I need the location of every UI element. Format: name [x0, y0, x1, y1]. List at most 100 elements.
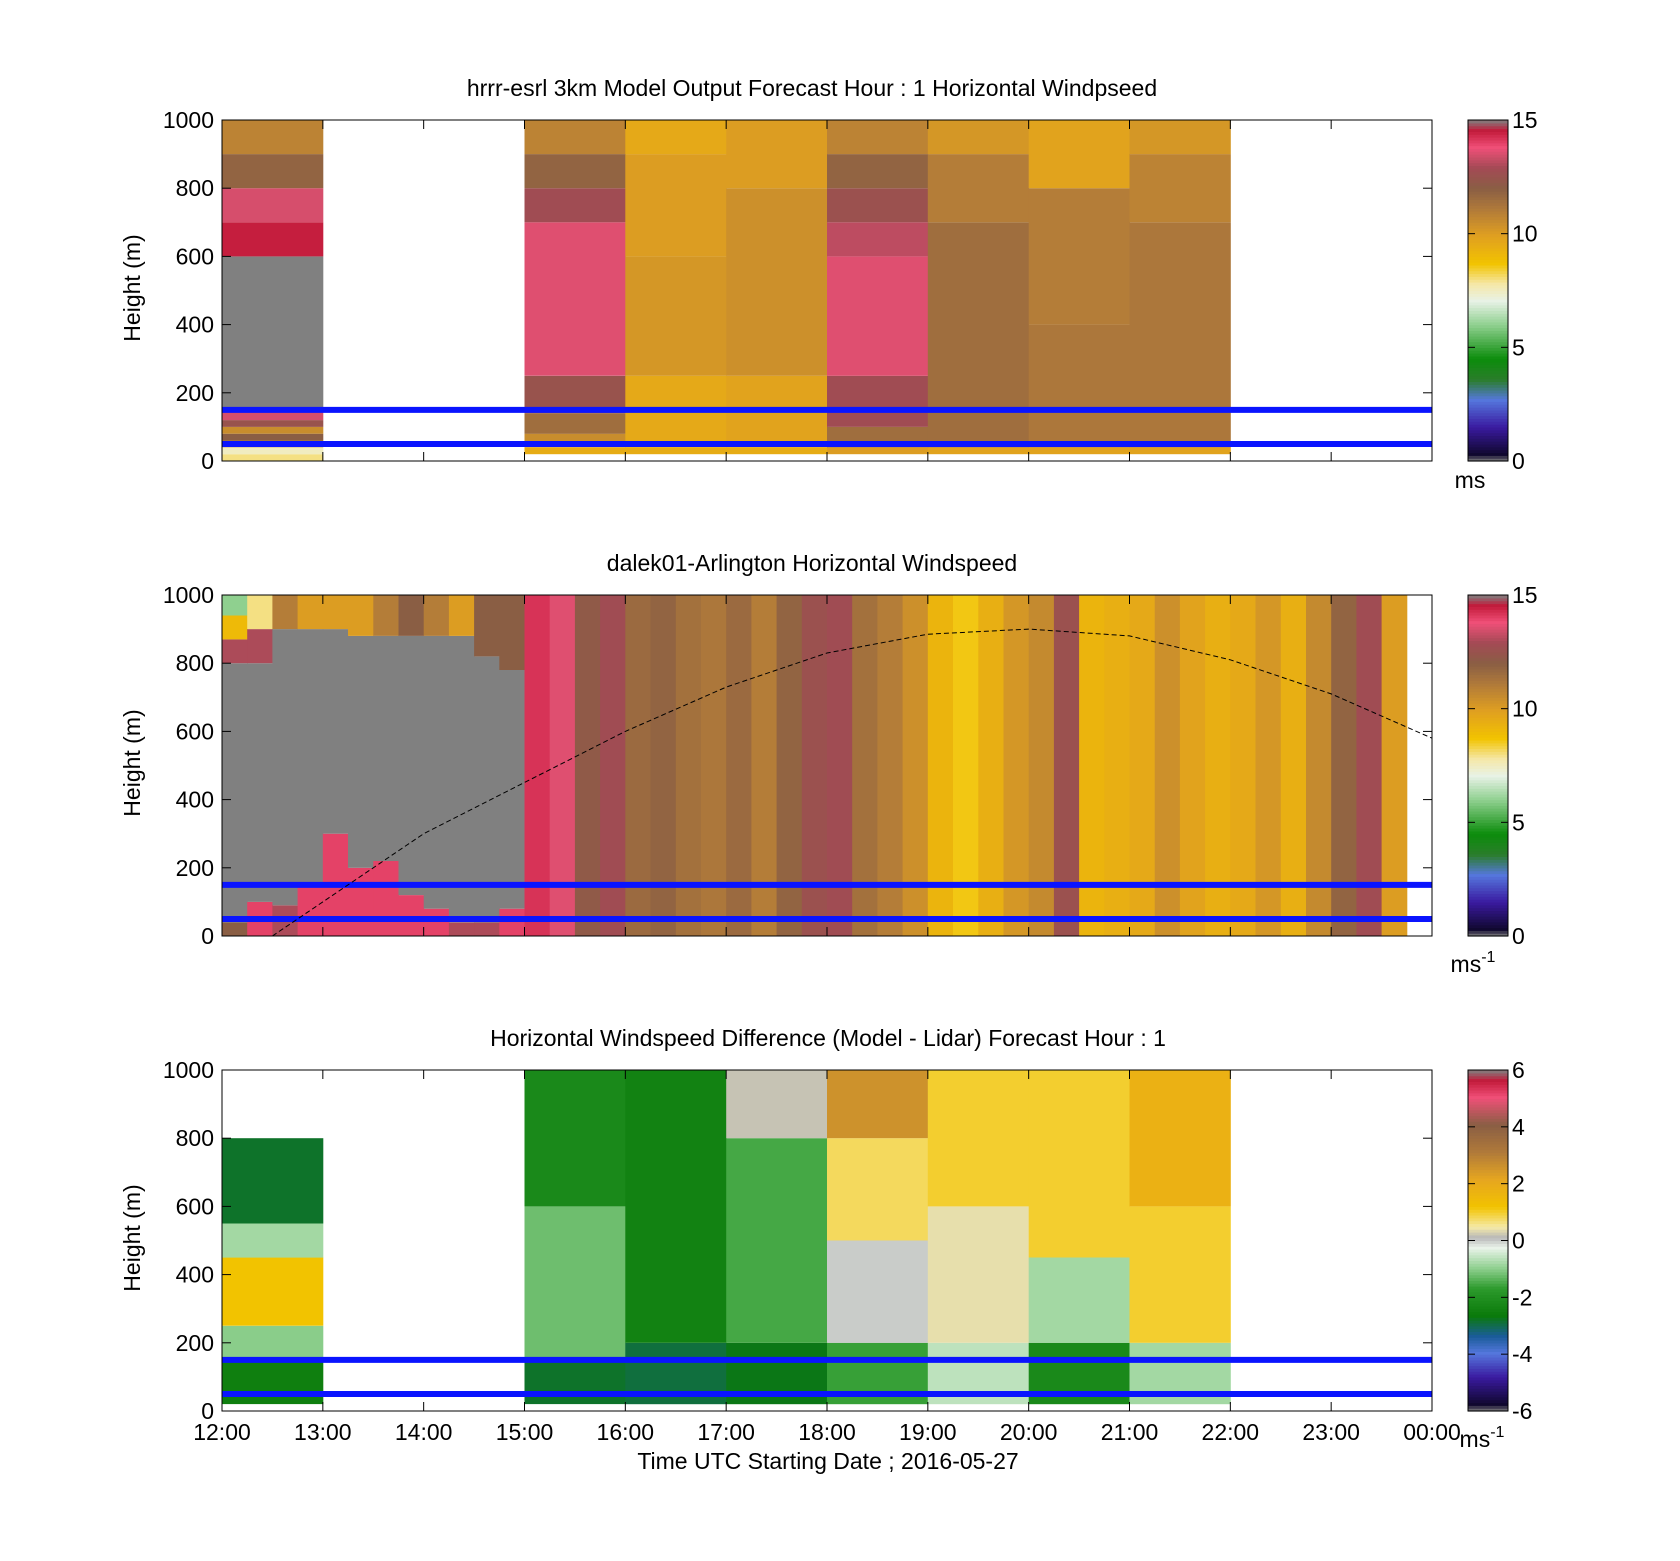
colorbar-swatch: [1468, 1291, 1508, 1296]
colorbar-swatch: [1468, 603, 1508, 607]
colorbar-swatch: [1468, 1192, 1508, 1196]
heatmap-cell: [398, 635, 425, 896]
colorbar-swatch: [1468, 287, 1508, 292]
y-tick-label: 0: [201, 1398, 214, 1424]
colorbar-swatch: [1468, 1169, 1508, 1173]
colorbar-swatch: [1468, 674, 1508, 679]
colorbar-swatch: [1468, 159, 1508, 164]
colorbar-swatch: [1468, 654, 1508, 659]
colorbar-swatch: [1468, 759, 1508, 764]
colorbar-swatch: [1468, 1285, 1508, 1290]
colorbar-swatch: [1468, 1266, 1508, 1270]
heatmap-cell: [1028, 595, 1055, 936]
colorbar-swatch: [1468, 395, 1508, 400]
colorbar-swatch: [1468, 227, 1508, 232]
colorbar-swatch: [1468, 660, 1508, 664]
colorbar-swatch: [1468, 614, 1508, 619]
colorbar-swatch: [1468, 847, 1508, 852]
colorbar-swatch: [1468, 893, 1508, 897]
x-tick-label: 15:00: [496, 1419, 554, 1445]
colorbar-tick-label: 2: [1512, 1171, 1525, 1197]
colorbar-swatch: [1468, 1195, 1508, 1199]
colorbar-swatch: [1468, 446, 1508, 451]
colorbar-swatch: [1468, 702, 1508, 707]
heatmap-cell: [827, 154, 929, 189]
colorbar-swatch: [1468, 438, 1508, 442]
colorbar-swatch: [1468, 754, 1508, 758]
y-tick-label: 1000: [163, 582, 214, 608]
colorbar-swatch: [1468, 333, 1508, 337]
colorbar-swatch: [1468, 1166, 1508, 1171]
colorbar-swatch: [1468, 1339, 1508, 1344]
colorbar-swatch: [1468, 347, 1508, 351]
heatmap-cell: [222, 256, 324, 410]
colorbar-swatch: [1468, 921, 1508, 926]
heatmap-cell: [650, 595, 677, 936]
colorbar-swatch: [1468, 338, 1508, 343]
heatmap-cell: [827, 222, 929, 257]
heatmap-cell: [852, 595, 878, 936]
colorbar-swatch: [1468, 918, 1508, 923]
colorbar-swatch: [1468, 1243, 1508, 1247]
heatmap-cell: [1179, 595, 1206, 936]
y-axis-label: Height (m): [119, 1184, 145, 1291]
colorbar-swatch: [1468, 151, 1508, 155]
colorbar-swatch: [1468, 381, 1508, 385]
colorbar-swatch: [1468, 415, 1508, 419]
colorbar-swatch: [1468, 1075, 1508, 1080]
x-ticks: 12:00 13:00 14:00 15:00 16:00 17:00 18:00 19:00…: [193, 1070, 1461, 1445]
heatmap-cells: [222, 120, 1231, 461]
colorbar-swatch: [1468, 700, 1508, 704]
colorbar-swatch: [1468, 813, 1508, 818]
colorbar-swatch: [1468, 600, 1508, 605]
heatmap-cell: [448, 595, 475, 636]
colorbar-swatch: [1468, 1141, 1508, 1145]
colorbar-swatch: [1468, 896, 1508, 900]
colorbar-swatch: [1468, 1283, 1508, 1287]
x-tick-label: 13:00: [294, 1419, 352, 1445]
colorbar: 0 5 10 15: [1467, 107, 1538, 474]
colorbar-swatch: [1468, 677, 1508, 681]
colorbar-swatch: [1468, 236, 1508, 240]
colorbar-swatch: [1468, 264, 1508, 269]
y-tick-label: 400: [176, 1262, 214, 1288]
colorbar-swatch: [1468, 1297, 1508, 1301]
colorbar-swatch: [1468, 1095, 1508, 1100]
x-tick-label: 19:00: [899, 1419, 957, 1445]
colorbar-swatch: [1468, 392, 1508, 397]
colorbar-swatch: [1468, 751, 1508, 755]
heatmap-cell: [297, 595, 324, 630]
colorbar-swatch: [1468, 429, 1508, 434]
colorbar-swatch: [1468, 307, 1508, 311]
colorbar-swatch: [1468, 728, 1508, 732]
colorbar-swatch: [1468, 1146, 1508, 1151]
y-tick-label: 200: [176, 1330, 214, 1356]
heatmap-cell: [222, 154, 324, 189]
colorbar-swatch: [1468, 389, 1508, 394]
colorbar-swatch: [1468, 1240, 1508, 1244]
colorbar-swatch: [1468, 208, 1508, 212]
colorbar-swatch: [1468, 708, 1508, 713]
heatmap-cells: [222, 595, 1408, 936]
heatmap-cell: [448, 635, 475, 923]
colorbar-swatch: [1468, 344, 1508, 348]
colorbar-swatch: [1468, 873, 1508, 877]
colorbar-swatch: [1468, 839, 1508, 843]
heatmap-cell: [1028, 447, 1130, 455]
heatmap-cell: [524, 1206, 626, 1360]
colorbar-swatch: [1468, 887, 1508, 892]
heatmap-cell: [222, 447, 324, 455]
colorbar-swatch: [1468, 910, 1508, 914]
colorbar-swatch: [1468, 1172, 1508, 1176]
colorbar-swatch: [1468, 387, 1508, 391]
x-tick-label: 00:00: [1403, 1419, 1461, 1445]
heatmap-cell: [398, 895, 425, 936]
y-tick-label: 400: [176, 787, 214, 813]
colorbar-swatch: [1468, 765, 1508, 769]
colorbar-swatch: [1468, 617, 1508, 622]
colorbar-swatch: [1468, 671, 1508, 676]
colorbar-swatch: [1468, 822, 1508, 826]
colorbar-swatch: [1468, 162, 1508, 167]
heatmap-cell: [1154, 595, 1181, 936]
colorbar-swatch: [1468, 859, 1508, 863]
